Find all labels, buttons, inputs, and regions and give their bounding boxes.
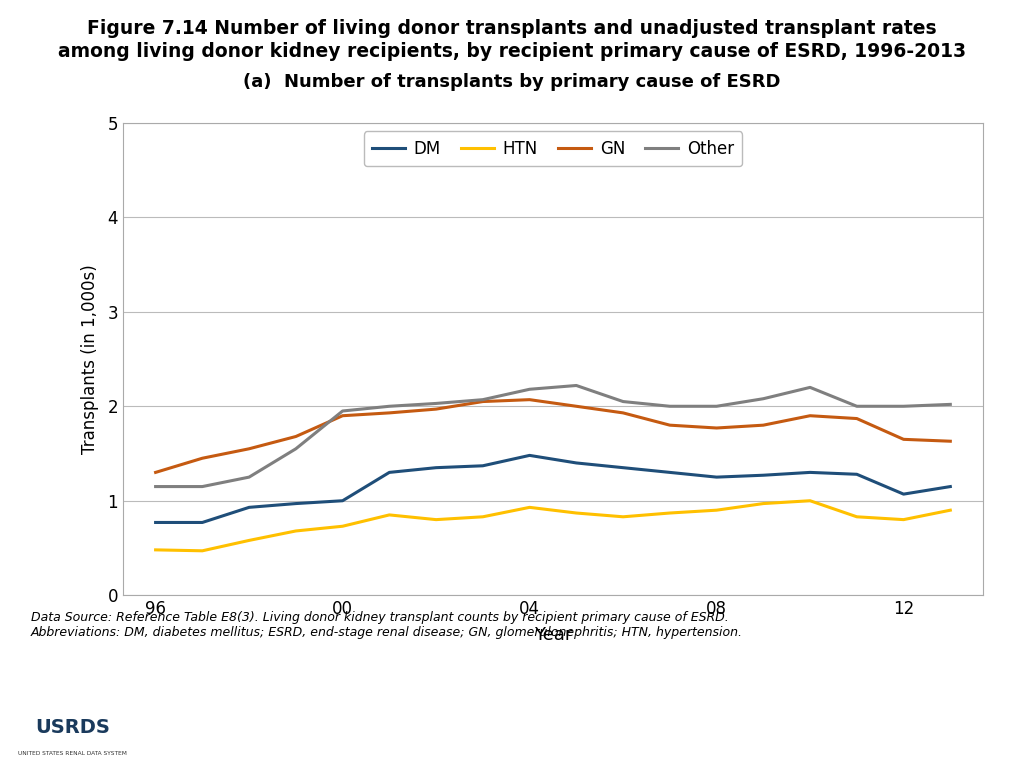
- Line: HTN: HTN: [156, 501, 950, 551]
- Line: Other: Other: [156, 386, 950, 487]
- HTN: [383, 510, 395, 519]
- Other: [570, 381, 583, 390]
- DM: [430, 463, 442, 472]
- DM: [804, 468, 816, 477]
- GN: [523, 395, 536, 404]
- HTN: [804, 496, 816, 505]
- HTN: [243, 536, 255, 545]
- Other: [243, 472, 255, 482]
- HTN: [757, 499, 769, 508]
- Other: [197, 482, 209, 492]
- HTN: [430, 515, 442, 525]
- DM: [944, 482, 956, 492]
- DM: [337, 496, 349, 505]
- GN: [897, 435, 909, 444]
- DM: [523, 451, 536, 460]
- DM: [477, 461, 489, 470]
- Other: [430, 399, 442, 408]
- HTN: [523, 503, 536, 512]
- Text: Figure 7.14 Number of living donor transplants and unadjusted transplant rates: Figure 7.14 Number of living donor trans…: [87, 19, 937, 38]
- DM: [383, 468, 395, 477]
- HTN: [337, 521, 349, 531]
- HTN: [944, 505, 956, 515]
- Other: [383, 402, 395, 411]
- HTN: [897, 515, 909, 525]
- HTN: [664, 508, 676, 518]
- GN: [664, 421, 676, 430]
- HTN: [616, 512, 629, 521]
- Other: [523, 385, 536, 394]
- Text: 23: 23: [972, 725, 998, 743]
- Other: [616, 397, 629, 406]
- HTN: [851, 512, 863, 521]
- GN: [616, 409, 629, 418]
- Text: among living donor kidney recipients, by recipient primary cause of ESRD, 1996-2: among living donor kidney recipients, by…: [58, 42, 966, 61]
- Text: Abbreviations: DM, diabetes mellitus; ESRD, end-stage renal disease; GN, glomeru: Abbreviations: DM, diabetes mellitus; ES…: [31, 626, 742, 639]
- DM: [197, 518, 209, 527]
- HTN: [197, 546, 209, 555]
- DM: [757, 471, 769, 480]
- GN: [290, 432, 302, 441]
- GN: [851, 414, 863, 423]
- GN: [711, 423, 723, 432]
- GN: [150, 468, 162, 477]
- X-axis label: Year: Year: [534, 627, 572, 644]
- Other: [851, 402, 863, 411]
- GN: [804, 411, 816, 420]
- Text: Data Source: Reference Table E8(3). Living donor kidney transplant counts by rec: Data Source: Reference Table E8(3). Livi…: [31, 611, 728, 624]
- DM: [711, 472, 723, 482]
- Text: (a)  Number of transplants by primary cause of ESRD: (a) Number of transplants by primary cau…: [244, 73, 780, 91]
- Other: [757, 394, 769, 403]
- Line: GN: GN: [156, 399, 950, 472]
- Line: DM: DM: [156, 455, 950, 522]
- GN: [243, 444, 255, 453]
- Other: [897, 402, 909, 411]
- HTN: [711, 505, 723, 515]
- Text: UNITED STATES RENAL DATA SYSTEM: UNITED STATES RENAL DATA SYSTEM: [18, 750, 127, 756]
- GN: [337, 411, 349, 420]
- Other: [337, 406, 349, 415]
- DM: [570, 458, 583, 468]
- HTN: [477, 512, 489, 521]
- Other: [150, 482, 162, 492]
- Other: [804, 382, 816, 392]
- GN: [197, 454, 209, 463]
- HTN: [290, 526, 302, 535]
- DM: [851, 470, 863, 479]
- GN: [570, 402, 583, 411]
- GN: [383, 409, 395, 418]
- HTN: [570, 508, 583, 518]
- GN: [477, 397, 489, 406]
- Text: USRDS: USRDS: [35, 718, 111, 737]
- Other: [711, 402, 723, 411]
- DM: [243, 503, 255, 512]
- Text: Vol 2, ESRD, Ch 7: Vol 2, ESRD, Ch 7: [417, 725, 607, 743]
- GN: [430, 405, 442, 414]
- Other: [664, 402, 676, 411]
- Other: [944, 400, 956, 409]
- DM: [150, 518, 162, 527]
- Other: [290, 444, 302, 453]
- DM: [290, 499, 302, 508]
- Legend: DM, HTN, GN, Other: DM, HTN, GN, Other: [364, 131, 742, 166]
- DM: [664, 468, 676, 477]
- DM: [897, 489, 909, 498]
- GN: [944, 437, 956, 446]
- Other: [477, 395, 489, 404]
- DM: [616, 463, 629, 472]
- Y-axis label: Transplants (in 1,000s): Transplants (in 1,000s): [81, 264, 99, 454]
- GN: [757, 421, 769, 430]
- HTN: [150, 545, 162, 554]
